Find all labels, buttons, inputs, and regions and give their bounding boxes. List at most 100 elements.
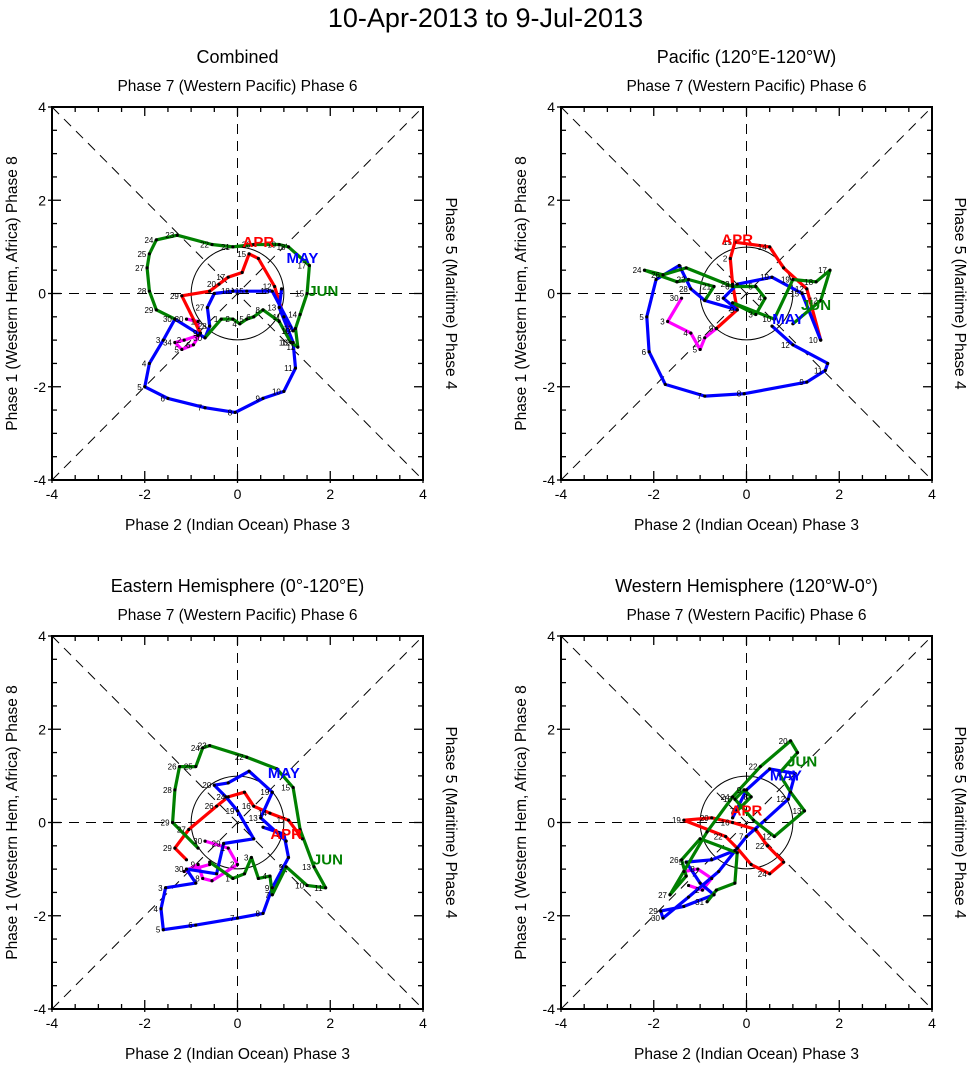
day-label: 26 xyxy=(670,856,679,865)
day-marker xyxy=(166,396,170,401)
day-marker xyxy=(772,317,776,321)
day-marker xyxy=(215,872,219,876)
day-marker xyxy=(203,336,207,340)
day-label: 3 xyxy=(748,310,753,319)
day-marker xyxy=(312,865,316,869)
day-label: 6 xyxy=(725,283,730,292)
day-marker xyxy=(768,767,772,771)
day-marker xyxy=(252,804,256,808)
trajectory-may xyxy=(659,767,797,920)
day-marker xyxy=(686,895,691,899)
day-marker xyxy=(645,315,649,319)
day-marker xyxy=(733,848,737,853)
day-marker xyxy=(242,872,247,876)
day-label: 19 xyxy=(267,241,276,250)
day-label: 6 xyxy=(246,313,251,322)
day-label: 20 xyxy=(202,781,211,790)
day-marker xyxy=(226,275,230,279)
day-label: 22 xyxy=(677,276,686,285)
day-marker xyxy=(147,361,151,366)
y-tick-label: -2 xyxy=(543,379,556,395)
day-label: 21 xyxy=(221,243,230,252)
day-marker xyxy=(291,340,295,345)
day-label: 8 xyxy=(256,306,261,315)
right-axis-label: Phase 5 (Maritime) Phase 4 xyxy=(442,197,459,389)
day-label: 29 xyxy=(163,844,172,853)
day-marker xyxy=(173,788,177,792)
day-marker xyxy=(686,277,691,282)
day-marker xyxy=(245,289,249,293)
day-label: 14 xyxy=(258,809,267,818)
day-label: 30 xyxy=(193,837,202,846)
day-label: 6 xyxy=(160,394,165,403)
day-label: 7 xyxy=(730,807,735,816)
day-marker xyxy=(684,860,688,864)
day-marker xyxy=(286,818,291,822)
day-marker xyxy=(826,361,830,366)
day-marker xyxy=(668,893,672,897)
day-marker xyxy=(749,795,753,799)
y-tick-label: -4 xyxy=(34,1001,47,1017)
main-title: 10-Apr-2013 to 9-Jul-2013 xyxy=(327,3,644,33)
day-marker xyxy=(763,818,767,822)
day-marker xyxy=(661,916,665,920)
day-marker xyxy=(805,287,809,291)
month-label: APR xyxy=(270,826,302,843)
day-label: 15 xyxy=(723,238,732,247)
y-tick-label: 4 xyxy=(38,628,46,644)
day-marker xyxy=(744,788,749,792)
day-marker xyxy=(282,389,286,394)
day-label: 24 xyxy=(758,870,767,879)
day-label: 5 xyxy=(693,345,698,354)
day-label: 13 xyxy=(260,287,269,296)
day-marker xyxy=(226,781,230,785)
day-label: 28 xyxy=(163,786,172,795)
day-label: 14 xyxy=(288,310,297,319)
x-tick-label: -4 xyxy=(46,1015,59,1031)
right-axis-label: Phase 5 (Maritime) Phase 4 xyxy=(951,726,968,918)
day-marker xyxy=(742,788,746,792)
day-marker xyxy=(324,886,328,890)
y-tick-label: -4 xyxy=(34,472,47,488)
day-label: 4 xyxy=(683,329,688,338)
day-marker xyxy=(256,256,260,261)
day-label: 9 xyxy=(279,863,284,872)
day-marker xyxy=(261,308,265,312)
day-marker xyxy=(293,366,298,370)
day-label: 25 xyxy=(137,250,146,259)
day-marker xyxy=(154,238,158,242)
day-label: 29 xyxy=(212,839,221,848)
day-marker xyxy=(180,294,184,298)
day-label: 9 xyxy=(730,306,735,315)
day-label: 23 xyxy=(198,742,207,751)
x-tick-label: -2 xyxy=(648,486,661,502)
day-marker xyxy=(245,755,249,759)
day-marker xyxy=(182,338,186,342)
day-label: 9 xyxy=(737,786,742,795)
y-tick-label: 4 xyxy=(547,99,555,115)
day-label: 29 xyxy=(144,306,153,315)
y-tick-label: 0 xyxy=(38,815,46,831)
day-label: 8 xyxy=(690,865,695,874)
day-marker xyxy=(642,268,647,272)
day-label: 7 xyxy=(265,891,270,900)
trajectory-jun xyxy=(668,739,807,903)
day-marker xyxy=(735,809,739,813)
month-label: JUN xyxy=(787,754,817,771)
day-label: 22 xyxy=(749,763,758,772)
day-marker xyxy=(164,886,168,890)
day-marker xyxy=(231,317,235,321)
day-label: 20 xyxy=(700,814,709,823)
day-marker xyxy=(184,317,189,321)
day-marker xyxy=(782,860,786,864)
day-marker xyxy=(298,827,302,832)
day-label: 1 xyxy=(679,264,684,273)
day-label: 27 xyxy=(135,264,144,273)
day-marker xyxy=(226,795,230,799)
day-marker xyxy=(679,296,684,300)
day-marker xyxy=(187,827,191,832)
day-marker xyxy=(300,837,305,841)
day-label: 24 xyxy=(216,793,225,802)
y-tick-label: -4 xyxy=(543,472,556,488)
top-axis-label: Phase 7 (Western Pacific) Phase 6 xyxy=(117,78,357,95)
